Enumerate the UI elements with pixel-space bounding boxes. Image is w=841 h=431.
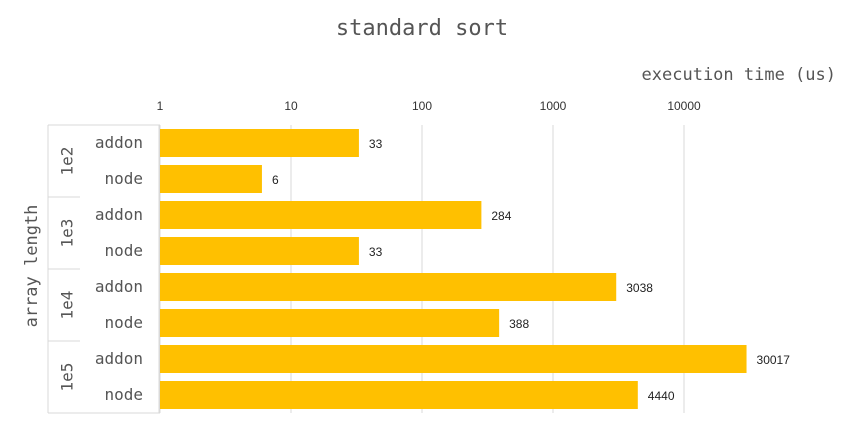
data-label: 388	[509, 317, 529, 331]
bar	[160, 165, 262, 193]
x-tick-label: 1	[157, 99, 164, 113]
x-axis-label: execution time (us)	[642, 65, 836, 85]
data-label: 284	[491, 209, 511, 223]
bar	[160, 381, 638, 409]
category-label: addon	[95, 133, 143, 152]
plot-area: 1 10 100 1000 10000 1e2 addon 33 node 6 1e3 addon 28…	[47, 99, 791, 414]
bar	[160, 273, 617, 301]
category-label: node	[104, 241, 143, 260]
chart-title: standard sort	[336, 16, 508, 41]
x-tick-label: 10000	[667, 99, 701, 113]
x-tick-label: 10	[284, 99, 298, 113]
data-label: 6	[272, 173, 279, 187]
bar	[160, 345, 747, 373]
data-label: 33	[369, 137, 383, 151]
group-label: 1e2	[58, 147, 77, 176]
category-label: addon	[95, 277, 143, 296]
group-label: 1e5	[58, 363, 77, 392]
bar	[160, 309, 500, 337]
bar	[160, 201, 482, 229]
category-label: addon	[95, 205, 143, 224]
category-label: node	[104, 169, 143, 188]
data-label: 3038	[626, 281, 653, 295]
category-label: node	[104, 313, 143, 332]
y-axis-label: array length	[22, 205, 42, 328]
category-label: node	[104, 385, 143, 404]
data-label: 4440	[648, 389, 675, 403]
group-label: 1e3	[58, 219, 77, 248]
x-tick-label: 100	[412, 99, 432, 113]
bar	[160, 129, 359, 157]
x-tick-label: 1000	[540, 99, 567, 113]
data-label: 30017	[757, 353, 791, 367]
bar	[160, 237, 359, 265]
category-label: addon	[95, 349, 143, 368]
data-label: 33	[369, 245, 383, 259]
group-label: 1e4	[58, 291, 77, 320]
